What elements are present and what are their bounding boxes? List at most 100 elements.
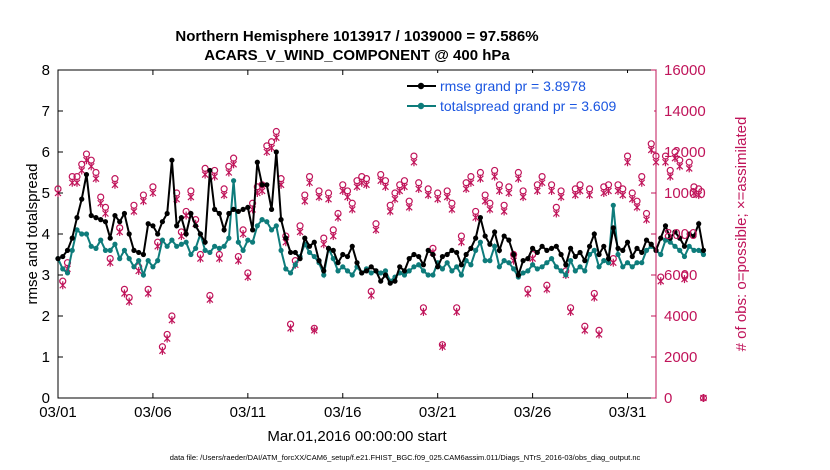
assimilated-marker — [225, 168, 233, 177]
rmse-point — [283, 235, 289, 241]
totalspread-point — [278, 247, 284, 253]
totalspread-point — [240, 247, 246, 253]
rmse-point — [240, 206, 246, 212]
rmse-point — [662, 223, 669, 229]
totalspread-point — [102, 247, 109, 253]
rmse-point — [567, 245, 574, 251]
totalspread-point — [511, 266, 517, 272]
rmse-point — [212, 206, 218, 212]
assimilated-marker — [690, 189, 698, 197]
rmse-point — [178, 215, 184, 221]
assimilated-marker — [344, 193, 351, 202]
legend-spread-label: totalspread grand pr = 3.609 — [440, 98, 617, 114]
rmse-point — [439, 253, 446, 260]
totalspread-point — [121, 247, 128, 253]
rmse-point — [643, 237, 650, 243]
totalspread-point — [268, 227, 275, 233]
rmse-point — [245, 204, 251, 210]
assimilated-marker — [695, 191, 703, 200]
rmse-point — [411, 251, 417, 258]
assimilated-marker — [476, 174, 484, 183]
assimilated-marker — [272, 133, 280, 142]
rmse-point — [216, 210, 222, 217]
rmse-point — [378, 278, 384, 284]
rmse-point — [60, 253, 66, 260]
totalspread-point — [534, 266, 540, 272]
totalspread-point — [468, 262, 474, 268]
rmse-point — [292, 249, 298, 256]
rmse-point — [468, 245, 474, 251]
assimilated-marker — [296, 227, 304, 236]
totalspread-point — [212, 243, 218, 249]
assimilated-marker — [306, 178, 313, 187]
assimilated-marker — [334, 213, 342, 222]
assimilated-marker — [83, 156, 90, 165]
legend-rmse-marker — [417, 82, 425, 90]
x-tick-label: 03/11 — [230, 404, 266, 421]
assimilated-marker — [301, 197, 309, 206]
assimilated-marker — [372, 225, 380, 234]
assimilated-marker — [140, 197, 147, 206]
rmse-point — [316, 258, 322, 264]
rmse-point — [174, 223, 180, 229]
assimilated-marker — [676, 162, 684, 171]
assimilated-marker — [149, 189, 157, 197]
rmse-point — [658, 235, 664, 241]
totalspread-point — [98, 237, 104, 243]
assimilated-marker — [196, 254, 204, 263]
assimilated-marker — [97, 199, 105, 208]
assimilated-marker — [410, 158, 418, 167]
rmse-point — [639, 249, 645, 256]
assimilated-marker — [220, 191, 228, 200]
totalspread-point — [439, 266, 446, 272]
assimilated-marker — [415, 184, 423, 193]
assimilated-marker — [125, 297, 133, 306]
assimilated-marker — [605, 186, 612, 195]
rmse-point — [273, 149, 279, 155]
rmse-point — [544, 247, 550, 253]
rmse-point — [55, 256, 61, 262]
rmse-point — [335, 260, 341, 266]
totalspread-point — [658, 251, 664, 258]
y2-tick-label: 6000 — [664, 267, 697, 284]
rmse-point — [79, 196, 85, 202]
assimilated-marker — [420, 307, 427, 316]
assimilated-marker — [102, 209, 109, 218]
totalspread-point — [643, 247, 650, 253]
rmse-point — [387, 280, 393, 286]
rmse-point — [482, 233, 488, 239]
totalspread-point — [591, 247, 597, 253]
assimilated-marker — [182, 211, 190, 220]
totalspread-point — [202, 247, 208, 253]
chart-title: Northern Hemisphere 1013917 / 1039000 = … — [175, 28, 538, 45]
rmse-point — [577, 249, 583, 256]
rmse-point — [74, 215, 80, 221]
rmse-point — [221, 227, 227, 233]
rmse-point — [591, 231, 597, 237]
rmse-point — [605, 256, 612, 262]
rmse-point — [202, 239, 208, 245]
assimilated-marker — [519, 193, 527, 202]
totalspread-point — [696, 247, 702, 253]
assimilated-marker — [92, 174, 100, 183]
totalspread-point — [577, 264, 583, 270]
rmse-point — [416, 253, 422, 260]
assimilated-marker — [329, 232, 337, 241]
assimilated-marker — [500, 207, 508, 216]
assimilated-marker — [619, 191, 627, 200]
totalspread-point — [458, 272, 465, 278]
assimilated-marker — [121, 289, 128, 298]
totalspread-point — [624, 260, 631, 266]
totalspread-point — [64, 270, 71, 276]
assimilated-marker — [206, 295, 214, 304]
rmse-point — [492, 229, 498, 235]
assimilated-marker — [367, 291, 375, 300]
legend-box — [403, 73, 654, 117]
assimilated-marker — [533, 186, 541, 195]
y-tick-label: 1 — [42, 349, 50, 366]
totalspread-point — [430, 272, 436, 278]
totalspread-point — [117, 256, 123, 262]
assimilated-marker — [700, 394, 707, 402]
assimilated-marker — [239, 230, 247, 238]
